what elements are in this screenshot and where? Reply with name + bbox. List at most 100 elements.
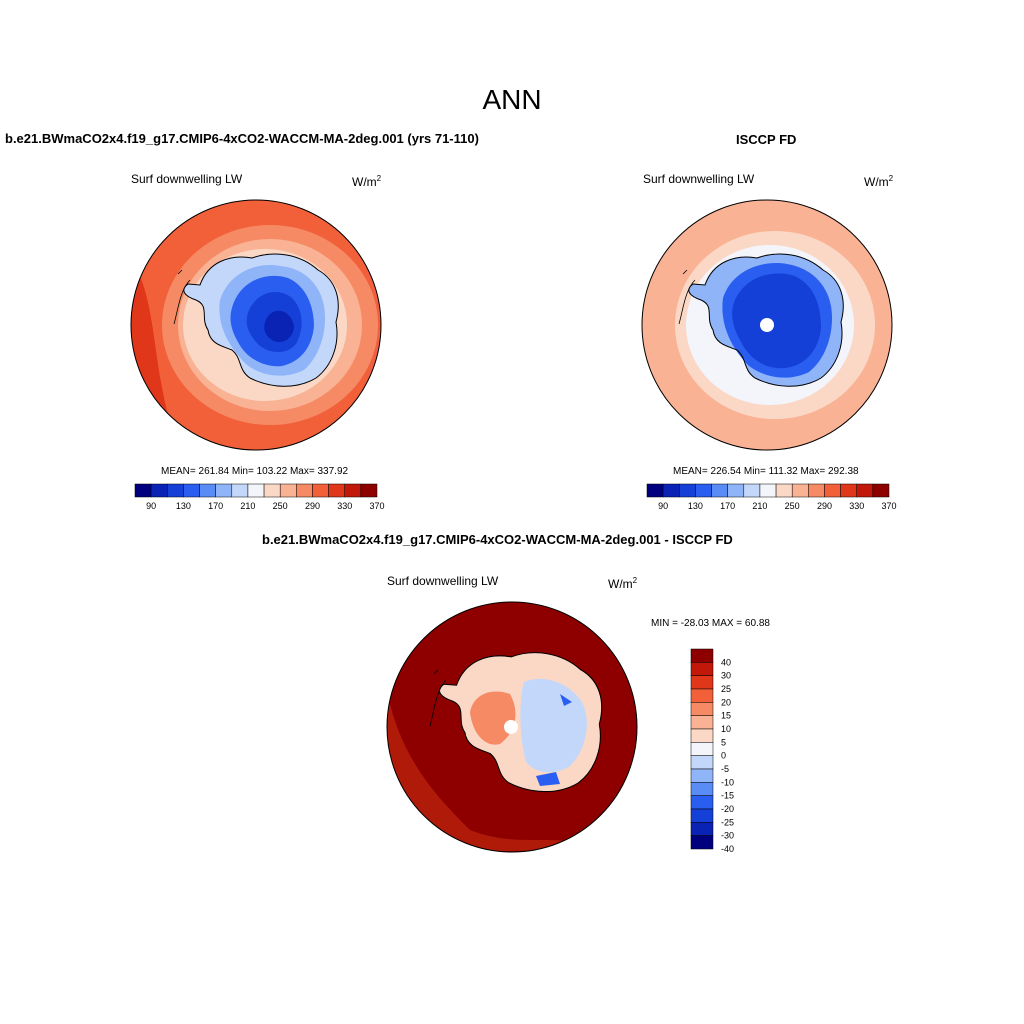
colorbar-tick-label: 15 [721, 711, 731, 721]
panel-3-cool-spot-2 [536, 772, 560, 786]
colorbar-swatch [279, 483, 297, 498]
colorbar-swatch [840, 483, 857, 498]
colorbar-tick-label: 20 [721, 697, 731, 707]
figure-title: ANN [482, 84, 542, 115]
colorbar-swatch [690, 768, 714, 783]
panel-2-ice-2 [732, 273, 821, 369]
colorbar-tick-label: 370 [369, 501, 384, 511]
colorbar-swatch [679, 483, 696, 498]
colorbar-swatch [711, 483, 728, 498]
colorbar-tick-label: 210 [240, 501, 255, 511]
colorbar-swatch [183, 483, 200, 498]
colorbar-tick-label: 10 [721, 724, 731, 734]
colorbar-swatch [690, 822, 714, 836]
panel-1-map [131, 200, 381, 450]
colorbar-swatch [690, 742, 714, 756]
colorbar-swatch [872, 483, 890, 498]
colorbar-tick-label: 330 [337, 501, 352, 511]
colorbar-swatch [690, 675, 714, 690]
colorbar-swatch [215, 483, 233, 498]
panel-1-stats: MEAN= 261.84 Min= 103.22 Max= 337.92 [161, 466, 349, 477]
colorbar-tick-label: 330 [849, 501, 864, 511]
colorbar-tick-label: -30 [721, 831, 734, 841]
colorbar-swatch [662, 483, 680, 498]
colorbar-tick-label: 5 [721, 737, 726, 747]
colorbar-tick-label: -5 [721, 764, 729, 774]
colorbar-swatch [312, 483, 329, 498]
colorbar-swatch [199, 483, 216, 498]
colorbar-swatch [856, 483, 874, 498]
panel-1-ice-4 [264, 310, 294, 343]
colorbar-tick-label: 130 [688, 501, 703, 511]
panel-1-units: W/m2 [352, 174, 382, 189]
colorbar-tick-label: 290 [305, 501, 320, 511]
colorbar-swatch [690, 728, 714, 743]
colorbar-tick-label: 210 [752, 501, 767, 511]
panel-2-colorbar: 90 130 170 210 250 290 330 370 [646, 483, 897, 511]
panel-1-colorbar: 90 130 170 210 250 290 330 370 [134, 483, 385, 511]
colorbar-swatch [263, 483, 281, 498]
panel-3-lower-band [387, 690, 600, 852]
panel-1-field-label: Surf downwelling LW [131, 172, 243, 186]
colorbar-swatch [150, 483, 168, 498]
colorbar-swatch [231, 483, 249, 498]
colorbar-swatch [775, 483, 793, 498]
colorbar-swatch [167, 483, 184, 498]
panel-1-title: b.e21.BWmaCO2x4.f19_g17.CMIP6-4xCO2-WACC… [5, 131, 479, 146]
colorbar-tick-label: 25 [721, 684, 731, 694]
panel-3-warm-region [470, 691, 516, 745]
panel-3-colorbar: 40 30 25 20 15 10 5 0 -5 -10 -15 -20 -25 -30 -40 [690, 648, 734, 854]
colorbar-swatch [759, 483, 777, 498]
panel-2-units: W/m2 [864, 174, 894, 189]
colorbar-tick-label: 170 [720, 501, 735, 511]
panel-3-map-border [386, 601, 638, 853]
colorbar-tick-label: -20 [721, 804, 734, 814]
panel-3-cool-spot-1 [560, 694, 572, 706]
panel-3-pole-hole [504, 720, 518, 734]
panel-1-map-border [130, 199, 382, 451]
colorbar-tick-label: 370 [881, 501, 896, 511]
colorbar-swatch [328, 483, 345, 498]
colorbar-swatch [690, 755, 714, 770]
colorbar-swatch [690, 795, 714, 810]
colorbar-tick-label: 30 [721, 671, 731, 681]
colorbar-swatch [360, 483, 378, 498]
colorbar-tick-label: 40 [721, 657, 731, 667]
colorbar-swatch [690, 662, 714, 676]
colorbar-swatch [808, 483, 825, 498]
colorbar-swatch [690, 782, 714, 796]
panel-2-stats: MEAN= 226.54 Min= 111.32 Max= 292.38 [673, 466, 859, 477]
colorbar-swatch [824, 483, 841, 498]
panel-3-stats: MIN = -28.03 MAX = 60.88 [651, 618, 770, 629]
colorbar-swatch [344, 483, 362, 498]
colorbar-tick-label: -25 [721, 817, 734, 827]
colorbar-swatch [727, 483, 745, 498]
colorbar-tick-label: 250 [273, 501, 288, 511]
colorbar-tick-label: 250 [785, 501, 800, 511]
panel-3-coastline-islands [429, 669, 447, 727]
colorbar-swatch [743, 483, 761, 498]
colorbar-tick-label: 90 [658, 501, 668, 511]
colorbar-swatch [134, 483, 152, 498]
panel-2-map-border [641, 199, 893, 451]
panel-2-map [642, 200, 892, 450]
colorbar-swatch [690, 688, 714, 703]
colorbar-swatch [791, 483, 809, 498]
panel-3-field-label: Surf downwelling LW [387, 574, 499, 588]
colorbar-tick-label: 130 [176, 501, 191, 511]
panel-3-title: b.e21.BWmaCO2x4.f19_g17.CMIP6-4xCO2-WACC… [262, 532, 733, 547]
colorbar-tick-label: 90 [146, 501, 156, 511]
colorbar-tick-label: 290 [817, 501, 832, 511]
panel-3-map [387, 602, 637, 852]
colorbar-tick-label: 170 [208, 501, 223, 511]
colorbar-tick-label: 0 [721, 751, 726, 761]
colorbar-swatch [690, 648, 714, 663]
colorbar-swatch [690, 715, 714, 730]
panel-3-units: W/m2 [608, 576, 638, 591]
colorbar-tick-label: -40 [721, 844, 734, 854]
panel-2-field-label: Surf downwelling LW [643, 172, 755, 186]
colorbar-tick-label: -10 [721, 777, 734, 787]
colorbar-swatch [690, 702, 714, 716]
colorbar-swatch [247, 483, 265, 498]
